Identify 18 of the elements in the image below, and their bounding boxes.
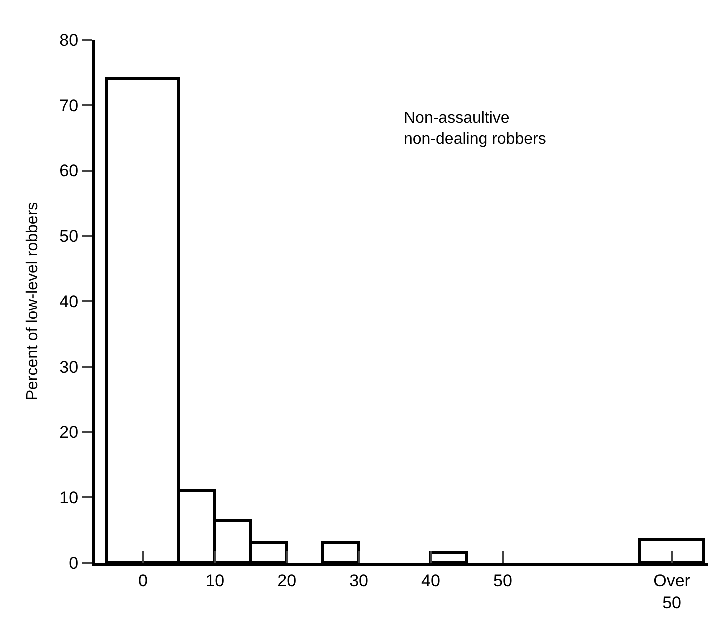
annotation: Non-assaultive non-dealing robbers bbox=[404, 110, 546, 148]
x-tick-label: 30 bbox=[350, 571, 369, 590]
y-tick-label: 70 bbox=[60, 96, 79, 116]
x-tick-label: 40 bbox=[422, 571, 440, 590]
y-tick-label: 10 bbox=[60, 488, 79, 508]
x-tick-label: 0 bbox=[138, 571, 148, 590]
y-tick-label: 60 bbox=[60, 162, 79, 181]
y-tick-label: 80 bbox=[60, 30, 79, 50]
x-tick-label: Over 50 bbox=[654, 571, 691, 612]
y-tick-label: 0 bbox=[69, 554, 79, 573]
y-tick-label: 30 bbox=[60, 358, 79, 377]
y-tick-label: 20 bbox=[60, 423, 79, 442]
y-tick-label: 40 bbox=[60, 292, 79, 312]
x-tick-label: 20 bbox=[278, 571, 297, 590]
y-tick-label: 50 bbox=[60, 227, 79, 246]
x-tick-label: 10 bbox=[206, 571, 225, 590]
x-tick-label: 50 bbox=[493, 571, 512, 590]
y-axis-title: Percent of low-level robbers bbox=[24, 202, 42, 401]
